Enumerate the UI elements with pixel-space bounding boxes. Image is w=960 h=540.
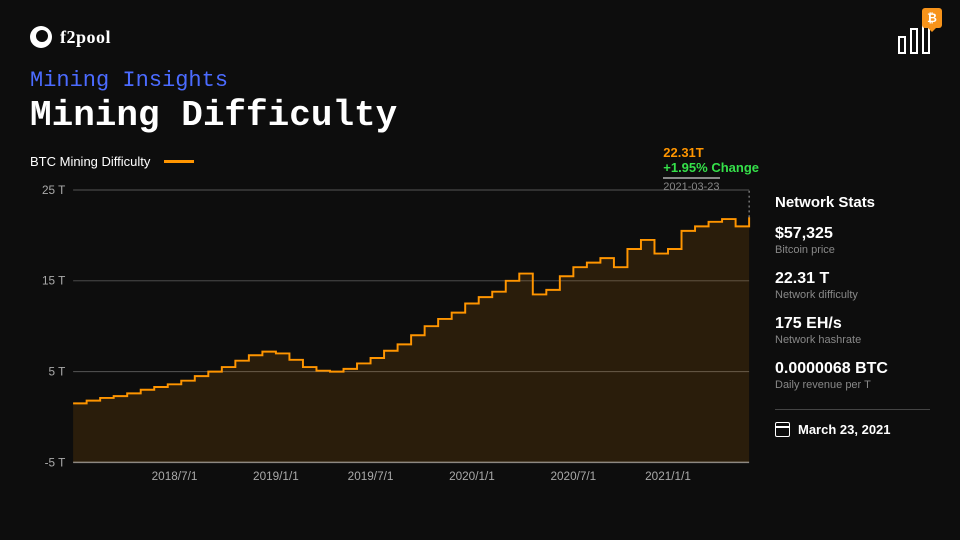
- logo-mark-icon: [30, 26, 52, 48]
- stat-value: 22.31 T: [775, 270, 930, 288]
- brand-name: f2pool: [60, 27, 111, 48]
- svg-text:25 T: 25 T: [42, 184, 65, 197]
- legend-label: BTC Mining Difficulty: [30, 154, 150, 169]
- callout-change: +1.95% Change: [663, 160, 759, 175]
- callout-date: 2021-03-23: [663, 177, 719, 193]
- chart-area: 22.31T +1.95% Change 2021-03-23 -5 T5 T1…: [30, 181, 755, 491]
- svg-text:2019/7/1: 2019/7/1: [348, 470, 394, 483]
- difficulty-chart: -5 T 5 T 15 T 25 T 2018/7/1 2019/1/1 2019/7/1 2…: [30, 181, 755, 491]
- stat-item: 0.0000068 BTC Daily revenue per T: [775, 360, 930, 391]
- stat-item: 22.31 T Network difficulty: [775, 270, 930, 301]
- stat-value: 175 EH/s: [775, 315, 930, 333]
- callout-value: 22.31T: [663, 145, 759, 160]
- chart-callout: 22.31T +1.95% Change 2021-03-23: [663, 145, 759, 193]
- stat-label: Network hashrate: [775, 334, 930, 346]
- svg-text:2020/1/1: 2020/1/1: [449, 470, 495, 483]
- svg-text:5 T: 5 T: [49, 366, 66, 379]
- legend-swatch-icon: [164, 160, 194, 163]
- svg-text:2019/1/1: 2019/1/1: [253, 470, 299, 483]
- svg-text:2018/7/1: 2018/7/1: [152, 470, 198, 483]
- stat-value: $57,325: [775, 225, 930, 243]
- bitcoin-badge-icon: ₿: [922, 8, 942, 28]
- calendar-icon: [775, 422, 790, 437]
- svg-text:-5 T: -5 T: [45, 456, 66, 469]
- page-subtitle: Mining Insights: [30, 68, 930, 93]
- header-row: f2pool ₿: [30, 20, 930, 54]
- svg-text:2021/1/1: 2021/1/1: [645, 470, 691, 483]
- stats-divider: [775, 409, 930, 410]
- chart-legend: BTC Mining Difficulty: [30, 154, 755, 169]
- stats-date: March 23, 2021: [798, 422, 891, 437]
- stat-value: 0.0000068 BTC: [775, 360, 930, 378]
- stats-date-row: March 23, 2021: [775, 422, 930, 437]
- stat-label: Network difficulty: [775, 289, 930, 301]
- stats-title: Network Stats: [775, 194, 930, 211]
- stat-item: $57,325 Bitcoin price: [775, 225, 930, 256]
- stat-label: Daily revenue per T: [775, 379, 930, 391]
- page-title: Mining Difficulty: [30, 95, 930, 136]
- stat-label: Bitcoin price: [775, 244, 930, 256]
- svg-text:15 T: 15 T: [42, 275, 65, 288]
- stats-column: Network Stats $57,325 Bitcoin price 22.31…: [775, 154, 930, 491]
- stat-item: 175 EH/s Network hashrate: [775, 315, 930, 346]
- svg-text:2020/7/1: 2020/7/1: [550, 470, 596, 483]
- bars-chart-icon: ₿: [898, 20, 930, 54]
- chart-column: BTC Mining Difficulty 22.31T +1.95% Chan…: [30, 154, 755, 491]
- brand-logo: f2pool: [30, 26, 111, 48]
